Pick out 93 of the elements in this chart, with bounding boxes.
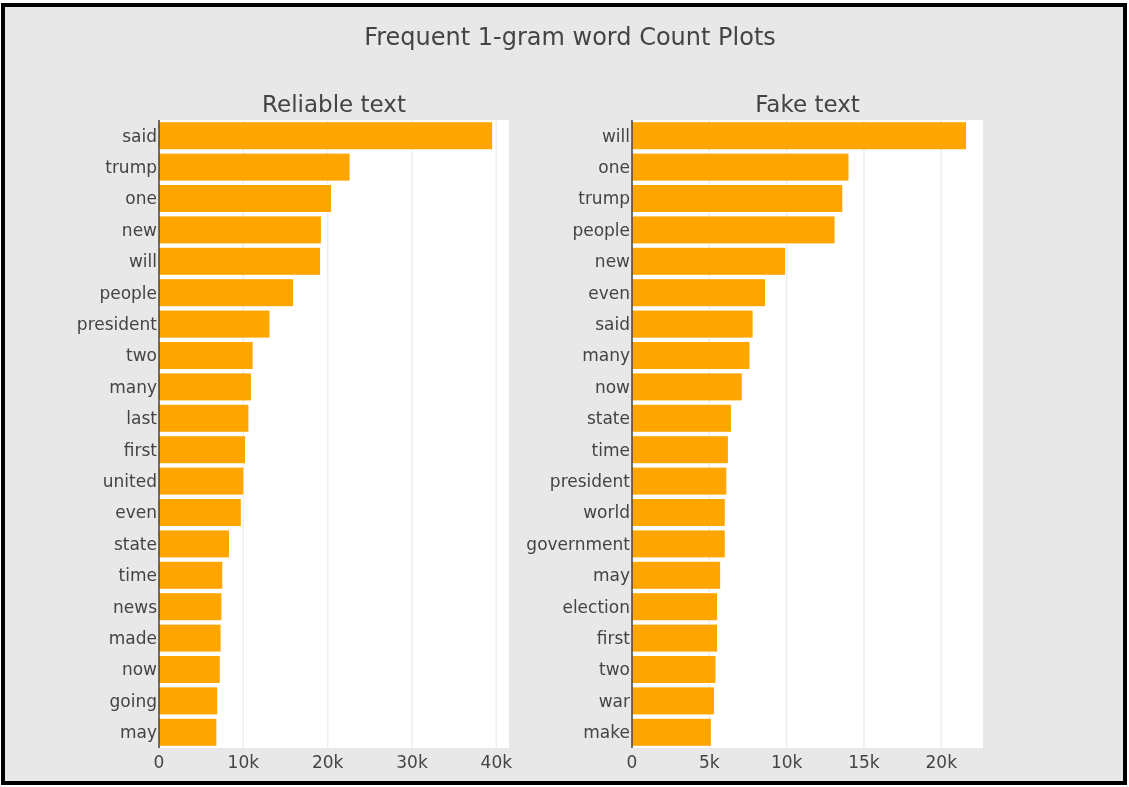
x-tick-label: 20k (311, 752, 344, 772)
bar (159, 593, 222, 621)
bar (632, 624, 718, 652)
y-tick-label: many (582, 345, 630, 366)
y-tick-label: government (526, 533, 631, 554)
x-tick-label: 40k (480, 752, 513, 772)
y-tick-label: people (572, 219, 630, 240)
bar (159, 718, 217, 746)
bar (632, 122, 966, 150)
x-tick-label: 5k (698, 752, 720, 772)
x-tick-label: 10k (770, 752, 803, 772)
x-tick-label: 30k (396, 752, 428, 772)
x-tick-label: 20k (925, 752, 958, 772)
y-tick-label: may (592, 565, 630, 586)
y-tick-label: state (113, 533, 157, 554)
y-tick-label: will (601, 125, 630, 146)
y-tick-label: now (121, 659, 158, 680)
y-tick-label: make (583, 722, 630, 743)
chart-title: Fake text (755, 91, 860, 117)
y-tick-label: president (76, 314, 158, 335)
y-tick-label: last (126, 408, 158, 429)
y-tick-label: even (588, 282, 630, 303)
y-tick-label: war (598, 690, 631, 711)
bar (159, 656, 220, 683)
y-tick-label: said (595, 314, 630, 335)
bar (632, 718, 711, 746)
x-tick-label: 15k (848, 752, 880, 772)
y-tick-label: president (549, 471, 631, 492)
bar (159, 310, 270, 338)
bar (632, 467, 727, 495)
y-tick-label: time (591, 439, 630, 460)
y-tick-label: many (109, 376, 157, 397)
bar (632, 404, 731, 432)
y-tick-label: two (599, 659, 630, 680)
y-tick-label: trump (578, 188, 630, 209)
y-tick-label: united (102, 471, 157, 492)
bar (632, 561, 721, 589)
bar (159, 499, 241, 526)
y-tick-label: trump (105, 157, 157, 178)
bar (632, 373, 742, 401)
y-tick-label: new (121, 219, 158, 240)
y-tick-label: now (594, 376, 631, 397)
bar (159, 153, 350, 181)
y-tick-label: may (119, 722, 157, 743)
y-tick-label: will (128, 251, 157, 272)
bar (159, 404, 249, 432)
y-tick-label: news (113, 596, 158, 617)
bar (632, 185, 843, 212)
bar (632, 153, 849, 181)
bar (632, 247, 786, 275)
y-tick-label: first (596, 628, 631, 649)
y-tick-label: time (118, 565, 157, 586)
x-tick-label: 0 (626, 752, 638, 772)
bar (159, 185, 332, 212)
bar (632, 310, 753, 338)
x-tick-label: 10k (227, 752, 260, 772)
bar (632, 342, 750, 369)
bar (632, 687, 714, 715)
text: Frequent 1-gram word Count Plots (364, 23, 776, 51)
y-tick-label: people (99, 282, 157, 303)
chart-title: Reliable text (262, 91, 406, 117)
y-tick-label: even (115, 502, 157, 523)
bar (632, 656, 716, 683)
bar (632, 530, 725, 558)
y-tick-label: two (126, 345, 157, 366)
bar (159, 624, 221, 652)
x-tick-label: 0 (153, 752, 165, 772)
bar (632, 436, 728, 464)
y-tick-label: state (586, 408, 630, 429)
y-tick-label: one (598, 157, 630, 178)
bar (159, 247, 321, 275)
bar (159, 373, 251, 401)
bar (159, 467, 244, 495)
y-tick-label: one (125, 188, 157, 209)
bar (159, 342, 253, 369)
bar (159, 216, 321, 244)
bar (632, 216, 835, 244)
bar (159, 279, 294, 307)
y-tick-label: made (108, 628, 157, 649)
y-tick-label: going (109, 690, 157, 711)
bar (159, 561, 223, 589)
bar (159, 687, 218, 715)
y-tick-label: first (123, 439, 158, 460)
bar (632, 499, 725, 526)
bar (159, 530, 229, 558)
y-tick-label: said (122, 125, 157, 146)
bar (632, 279, 765, 307)
y-tick-label: world (583, 502, 630, 523)
bar (159, 436, 246, 464)
bar (159, 122, 493, 150)
y-tick-label: election (562, 596, 630, 617)
y-tick-label: new (594, 251, 631, 272)
bar (632, 593, 718, 621)
